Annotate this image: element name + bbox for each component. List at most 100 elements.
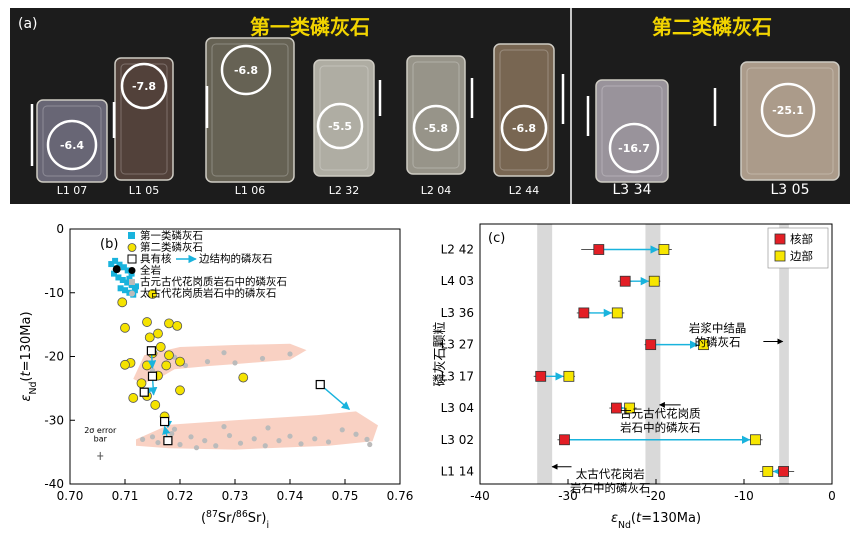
rim-marker [750,434,761,446]
spot-value: -6.8 [512,122,536,135]
type2-point [142,317,152,327]
x-tick-label: 0 [828,489,836,503]
core-rim-arrow [319,384,351,410]
archean-apatite-point [287,433,293,439]
archean-apatite-point [213,443,219,449]
annotation-text: 的磷灰石 [695,335,741,349]
paleo-apatite-point [287,351,293,357]
archean-apatite-point [312,436,318,442]
type1-point [122,287,128,294]
core-rim-point [139,387,149,397]
core-marker [778,466,790,477]
type1-point [124,267,131,274]
type1-point [120,264,127,271]
archean-apatite-point [149,434,156,440]
legend-archean-marker [129,290,135,297]
spot-value: -7.8 [132,80,156,93]
archean-apatite-point [226,432,233,439]
x-tick-label: -10 [734,489,754,503]
type2-point [155,342,166,352]
archean-apatite-point [364,436,370,442]
y-tick-label: -20 [44,350,64,364]
core-marker [559,434,570,446]
type2-point [175,385,185,396]
core-marker [645,339,657,351]
grain-highlight [42,105,102,177]
type1-point [115,274,122,281]
analysis-spot [220,44,272,96]
legend-label: 边部 [790,249,813,263]
legend-whole-rock-marker [128,267,136,274]
type2-point [117,297,128,308]
spot-value: -25.1 [772,104,804,117]
type1-point [119,277,126,283]
legend-label: 第一类磷灰石 [140,229,203,242]
type1-point [124,279,131,286]
type1-point [131,287,138,294]
archean-apatite-point [169,431,175,437]
archean-apatite-point [155,439,161,446]
legend-label: 边结构的磷灰石 [199,252,273,265]
grain-category: L3 02 [441,433,474,447]
type2-point [136,378,147,389]
grain-label: L3 05 [771,182,810,198]
x-axis-label: εNd(t=130Ma) [611,511,701,531]
x-tick-label: -40 [470,489,490,503]
type1-point [126,275,133,282]
reference-band [537,224,553,484]
grain-highlight [412,61,460,169]
rim-marker [648,275,660,287]
spot-value: -16.7 [618,142,650,155]
rim-marker [698,339,709,351]
legend-label: 核部 [790,232,813,246]
apatite-grain [595,79,669,183]
type1-point [112,257,119,264]
core-rim-point [160,416,170,427]
error-bar-label: 2σ error [84,426,117,435]
panel-b-label: (b) [100,237,118,252]
type1-point [111,270,117,277]
grain-highlight [601,85,663,177]
legend-type1-marker [128,232,135,239]
core-marker [610,402,622,414]
group2-title: 第二类磷灰石 [652,15,772,39]
archean-apatite-point [325,439,332,445]
grain-label: L1 07 [57,184,88,197]
panel-a-label: (a) [18,16,38,32]
apatite-grain [740,61,840,181]
y-axis-label: εNd(t=130Ma) [19,311,39,401]
paleo-apatite-point [204,359,211,365]
apatite-grain [313,59,375,177]
annotation-text: 岩石中的磷灰石 [570,481,651,495]
analysis-spot [760,82,816,138]
spot-value: -5.8 [424,122,448,135]
core-rim-point [315,379,325,390]
spot-value: -5.5 [328,120,352,133]
whole-rock-point [112,265,121,274]
rim-marker [658,244,670,255]
grain-photos: -6.4 L1 07 -7.8 L1 05 -6.8 L1 06 -5.5 L2 32 -5.8… [30,37,840,198]
analysis-spot [412,104,460,152]
archean-apatite-point [367,441,373,448]
archean-apatite-point [221,424,227,430]
type2-point [164,350,174,361]
type2-point [120,322,130,333]
core-rim-chart: (c) L2 42 L4 03 L3 36 L3 27 L3 17 L3 04 L3 02 L1… [433,223,836,531]
archean-apatite-point [188,434,194,440]
grain-label: L1 05 [129,184,160,197]
type2-point [153,328,163,339]
x-tick-label: -30 [558,489,578,503]
legend-label: 太古代花岗质岩石中的磷灰石 [140,287,277,300]
rim-marker [611,307,623,319]
archean-apatite-point [140,436,146,442]
archean-apatite-point [193,445,200,451]
x-tick-label: 0.73 [222,489,249,503]
apatite-grain [406,55,466,175]
annotation-text: 岩石中的磷灰石 [620,421,701,435]
reference-band [645,224,661,484]
archean-apatite-point [262,443,268,449]
apatite-photo-panel: (a) 第一类磷灰石 第二类磷灰石 -6.4 L1 07 -7.8 L1 05 -6.8… [10,8,850,204]
legend-core-rim-marker [127,254,137,264]
grain-category: L3 17 [441,369,474,383]
